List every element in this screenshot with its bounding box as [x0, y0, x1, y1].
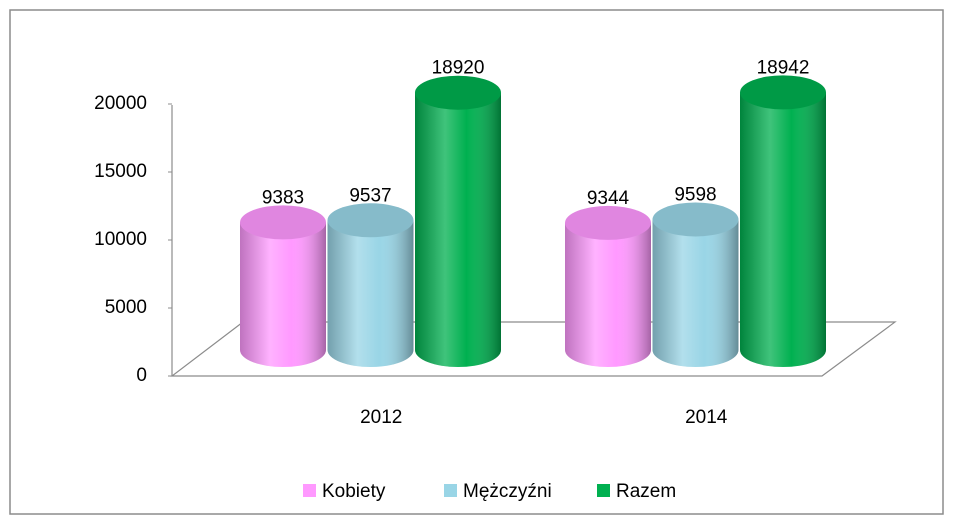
cylinder-top-shade	[652, 202, 739, 237]
legend-swatch	[303, 484, 316, 497]
cylinder-top-shade	[415, 75, 501, 110]
cylinder-top	[740, 75, 826, 110]
data-label: 18920	[432, 58, 485, 79]
cylinder-shade	[652, 219, 739, 367]
cylinder-top	[565, 205, 651, 240]
legend-label: Kobiety	[322, 481, 386, 502]
cylinder-top-shade	[740, 75, 826, 110]
y-tick-label: 5000	[105, 297, 147, 318]
data-label: 9383	[262, 187, 304, 208]
data-label: 18942	[757, 57, 810, 78]
cylinder-top	[652, 202, 739, 237]
y-tick-label: 20000	[94, 93, 147, 114]
x-tick-label: 2012	[360, 407, 402, 428]
cylinder-top	[327, 203, 414, 238]
cylinder-top	[415, 75, 501, 110]
y-tick-label: 15000	[94, 161, 147, 182]
x-tick-label: 2014	[685, 407, 728, 428]
cylinder-top-shade	[240, 205, 326, 240]
legend-label: Razem	[616, 481, 676, 502]
legend-swatch	[597, 484, 610, 497]
cylinder	[565, 205, 651, 367]
data-label: 9537	[349, 185, 391, 206]
cylinder	[327, 203, 414, 367]
cylinder-top	[240, 205, 326, 240]
y-tick-label: 10000	[94, 229, 147, 250]
legend-swatch	[444, 484, 457, 497]
cylinder	[240, 205, 326, 367]
data-label: 9598	[674, 184, 716, 205]
data-label: 9344	[587, 188, 630, 209]
cylinder	[652, 202, 739, 367]
cylinder-top-shade	[565, 205, 651, 240]
floor	[170, 321, 897, 377]
cylinder-shade	[240, 222, 326, 367]
cylinder-shade	[415, 92, 501, 368]
cylinder-shade	[327, 220, 414, 367]
cylinder-shade	[565, 222, 651, 367]
cylinder	[415, 75, 501, 368]
cylinder-shade	[740, 92, 826, 368]
legend-label: Mężczyźni	[463, 481, 552, 502]
cylinder	[740, 75, 826, 368]
cylinder-top-shade	[327, 203, 414, 238]
y-tick-label: 0	[136, 365, 147, 386]
